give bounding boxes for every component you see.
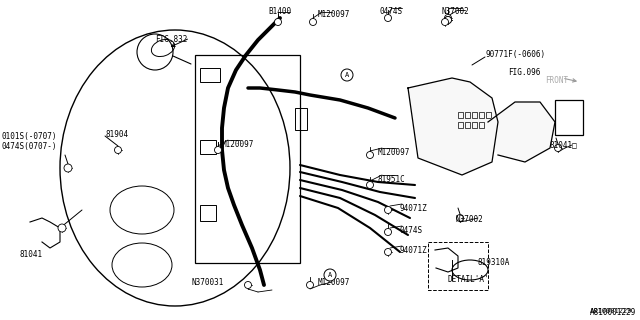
Bar xyxy=(472,112,477,118)
Bar xyxy=(200,68,220,82)
Text: 81041□: 81041□ xyxy=(550,140,578,149)
Bar xyxy=(486,112,491,118)
Bar xyxy=(295,108,307,130)
Text: 81904: 81904 xyxy=(105,130,128,139)
Text: FIG.096: FIG.096 xyxy=(508,68,540,77)
Text: FIG.832: FIG.832 xyxy=(155,35,188,44)
Text: N37002: N37002 xyxy=(442,7,470,16)
Circle shape xyxy=(385,228,392,236)
Circle shape xyxy=(554,145,561,151)
Bar xyxy=(195,55,300,263)
Circle shape xyxy=(244,282,252,289)
Text: 94071Z: 94071Z xyxy=(400,204,428,213)
Circle shape xyxy=(307,282,314,289)
Circle shape xyxy=(214,147,221,154)
Text: N37002: N37002 xyxy=(455,215,483,224)
Text: 0474S: 0474S xyxy=(400,226,423,235)
Text: A: A xyxy=(345,72,349,78)
Text: FRONT: FRONT xyxy=(545,76,568,85)
Bar xyxy=(479,122,484,128)
Circle shape xyxy=(367,151,374,158)
Circle shape xyxy=(115,147,122,154)
Circle shape xyxy=(385,14,392,21)
Bar xyxy=(472,122,477,128)
Text: M120097: M120097 xyxy=(378,148,410,157)
Circle shape xyxy=(341,69,353,81)
Text: 81041: 81041 xyxy=(20,250,43,259)
Text: M120097: M120097 xyxy=(222,140,254,149)
Polygon shape xyxy=(488,102,555,162)
Text: N370031: N370031 xyxy=(192,278,225,287)
Circle shape xyxy=(385,249,392,255)
Text: 94071Z: 94071Z xyxy=(400,246,428,255)
Polygon shape xyxy=(408,78,498,175)
Text: B1400: B1400 xyxy=(268,7,291,16)
Text: DETAIL'A': DETAIL'A' xyxy=(448,275,490,284)
Bar xyxy=(479,112,484,118)
Bar xyxy=(200,205,216,221)
Circle shape xyxy=(310,19,317,26)
Text: M120097: M120097 xyxy=(318,10,350,19)
Bar xyxy=(458,112,463,118)
Circle shape xyxy=(445,17,451,23)
Bar xyxy=(465,122,470,128)
Circle shape xyxy=(442,19,449,26)
Bar xyxy=(428,242,488,290)
Circle shape xyxy=(58,224,66,232)
Circle shape xyxy=(445,17,451,23)
Text: 81951C: 81951C xyxy=(378,175,406,184)
Text: A810001229: A810001229 xyxy=(590,308,632,314)
Text: 90771F(-0606): 90771F(-0606) xyxy=(485,50,545,59)
Bar xyxy=(555,100,583,135)
Circle shape xyxy=(64,164,72,172)
Bar xyxy=(465,112,470,118)
Circle shape xyxy=(324,269,336,281)
Text: M120097: M120097 xyxy=(318,278,350,287)
Circle shape xyxy=(385,206,392,213)
Bar xyxy=(200,140,216,154)
Text: A810001229: A810001229 xyxy=(590,308,636,317)
Text: A: A xyxy=(328,272,332,278)
Text: 819310A: 819310A xyxy=(478,258,510,267)
Circle shape xyxy=(445,14,451,21)
Circle shape xyxy=(275,19,282,26)
Text: 0101S(-0707): 0101S(-0707) xyxy=(2,132,58,141)
Bar xyxy=(458,122,463,128)
Circle shape xyxy=(456,214,463,221)
Text: 0474S: 0474S xyxy=(380,7,403,16)
Text: 0474S(0707-): 0474S(0707-) xyxy=(2,142,58,151)
Circle shape xyxy=(367,181,374,188)
